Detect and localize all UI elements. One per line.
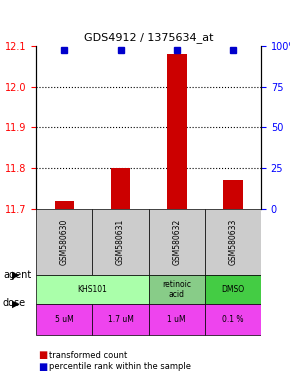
FancyBboxPatch shape <box>93 209 148 275</box>
Title: GDS4912 / 1375634_at: GDS4912 / 1375634_at <box>84 33 213 43</box>
Text: retinoic
acid: retinoic acid <box>162 280 191 300</box>
FancyBboxPatch shape <box>148 275 205 304</box>
FancyBboxPatch shape <box>36 209 93 275</box>
FancyBboxPatch shape <box>148 304 205 335</box>
FancyBboxPatch shape <box>205 275 261 304</box>
Text: ▶: ▶ <box>12 298 20 308</box>
FancyBboxPatch shape <box>93 304 148 335</box>
Text: transformed count: transformed count <box>49 351 128 360</box>
Text: GSM580630: GSM580630 <box>60 219 69 265</box>
Text: ■: ■ <box>38 350 47 360</box>
Text: 0.1 %: 0.1 % <box>222 315 244 324</box>
FancyBboxPatch shape <box>205 209 261 275</box>
Text: GSM580633: GSM580633 <box>229 219 238 265</box>
Text: 5 uM: 5 uM <box>55 315 74 324</box>
Text: ■: ■ <box>38 362 47 372</box>
Text: percentile rank within the sample: percentile rank within the sample <box>49 362 191 371</box>
Bar <box>55 200 74 209</box>
Bar <box>111 168 130 209</box>
Bar <box>167 54 186 209</box>
Text: dose: dose <box>3 298 26 308</box>
Text: DMSO: DMSO <box>221 285 244 294</box>
Bar <box>223 180 243 209</box>
FancyBboxPatch shape <box>148 209 205 275</box>
FancyBboxPatch shape <box>36 275 148 304</box>
Text: KHS101: KHS101 <box>77 285 107 294</box>
Text: 1.7 uM: 1.7 uM <box>108 315 133 324</box>
Text: GSM580632: GSM580632 <box>172 219 181 265</box>
FancyBboxPatch shape <box>36 304 93 335</box>
Text: agent: agent <box>3 270 31 280</box>
Text: ▶: ▶ <box>12 270 20 280</box>
Text: 1 uM: 1 uM <box>167 315 186 324</box>
Text: GSM580631: GSM580631 <box>116 219 125 265</box>
FancyBboxPatch shape <box>205 304 261 335</box>
